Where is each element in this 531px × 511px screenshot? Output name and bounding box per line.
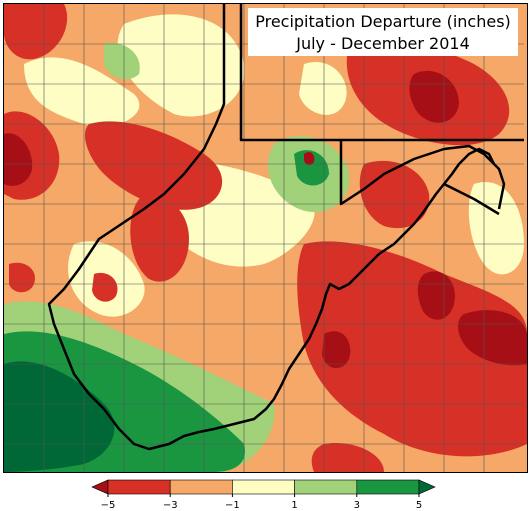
legend-bin [169, 479, 233, 495]
precipitation-map: Precipitation Departure (inches) July - … [3, 3, 528, 473]
md-border [339, 140, 506, 210]
legend-colorbar: −5 −3 −1 1 3 5 [91, 479, 436, 511]
legend-tick-label: 1 [291, 500, 297, 511]
legend-tick-label: −3 [163, 500, 178, 511]
county-lines [4, 4, 524, 472]
title-line-1: Precipitation Departure (inches) [255, 12, 511, 31]
legend-bin [418, 479, 436, 495]
legend-bin [107, 479, 171, 495]
map-title: Precipitation Departure (inches) July - … [248, 8, 518, 56]
legend-bin [91, 479, 109, 495]
va-border [443, 182, 500, 216]
legend-tick-label: −5 [101, 500, 116, 511]
title-line-2: July - December 2014 [296, 34, 470, 53]
legend-bin [232, 479, 295, 495]
legend-tick-label: 3 [354, 500, 360, 511]
state-boundaries [47, 4, 524, 451]
legend-tick-label: −1 [225, 500, 240, 511]
drier-areas [4, 4, 527, 472]
color-legend: −5 −3 −1 1 3 5 [0, 474, 531, 511]
pa-border [239, 4, 524, 142]
legend-tick-label: 5 [416, 500, 422, 511]
map-canvas [4, 4, 527, 472]
legend-bins [91, 479, 436, 495]
legend-ticks: −5 −3 −1 1 3 5 [101, 494, 422, 511]
wv-border [47, 4, 496, 451]
legend-bin [294, 479, 358, 495]
legend-bin [356, 479, 420, 495]
